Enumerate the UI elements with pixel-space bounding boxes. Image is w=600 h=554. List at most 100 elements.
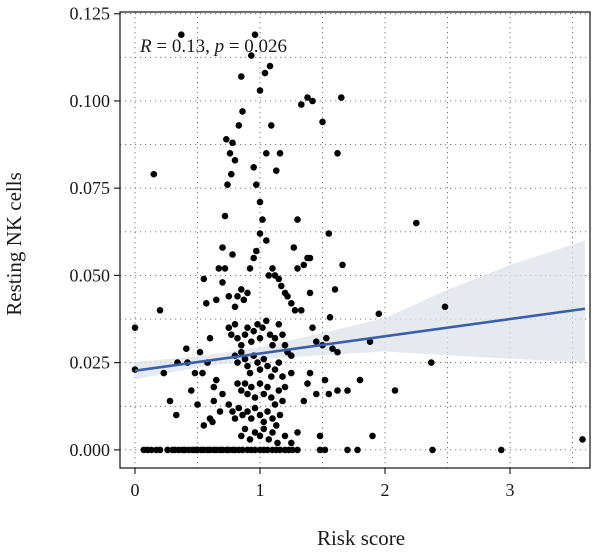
data-point bbox=[256, 334, 264, 342]
r-value: = 0.13, bbox=[152, 36, 215, 57]
confidence-band bbox=[135, 240, 585, 380]
data-point bbox=[271, 366, 279, 373]
data-point bbox=[304, 94, 311, 101]
data-point bbox=[131, 324, 139, 332]
data-point bbox=[273, 422, 280, 429]
data-point bbox=[266, 331, 274, 339]
data-point bbox=[289, 446, 296, 454]
data-point bbox=[266, 62, 274, 70]
data-points bbox=[131, 31, 586, 454]
data-point bbox=[316, 432, 324, 440]
x-axis-title: Risk score bbox=[317, 526, 405, 550]
data-point bbox=[150, 170, 158, 178]
data-point bbox=[238, 432, 245, 440]
data-point bbox=[271, 334, 279, 342]
y-axis-title: Resting NK cells bbox=[2, 172, 26, 315]
data-point bbox=[219, 279, 226, 286]
data-point bbox=[241, 425, 249, 433]
data-point bbox=[244, 408, 251, 415]
data-point bbox=[194, 446, 201, 454]
data-point bbox=[183, 345, 190, 353]
data-point bbox=[156, 307, 164, 314]
data-point bbox=[240, 296, 248, 304]
data-point bbox=[256, 366, 264, 373]
data-point bbox=[264, 408, 271, 415]
data-point bbox=[276, 411, 284, 419]
data-point bbox=[235, 122, 243, 129]
data-point bbox=[369, 432, 376, 440]
data-point bbox=[269, 265, 276, 272]
data-point bbox=[234, 359, 241, 366]
data-point bbox=[309, 324, 316, 332]
data-point bbox=[254, 359, 261, 366]
data-point bbox=[238, 341, 245, 349]
data-point bbox=[256, 411, 264, 419]
data-point bbox=[264, 362, 271, 370]
data-point bbox=[356, 376, 364, 384]
data-point bbox=[231, 415, 239, 422]
data-point bbox=[252, 181, 260, 188]
y-axis-ticks: 0.000 0.025 0.050 0.075 0.100 0.125 bbox=[70, 4, 120, 460]
data-point bbox=[265, 436, 273, 443]
data-point bbox=[331, 286, 339, 293]
data-point bbox=[210, 397, 218, 405]
data-point bbox=[306, 254, 314, 262]
data-point bbox=[278, 282, 285, 290]
data-point bbox=[291, 307, 299, 314]
data-point bbox=[256, 87, 264, 94]
data-point bbox=[252, 247, 260, 255]
data-point bbox=[229, 139, 236, 147]
data-point bbox=[275, 387, 283, 394]
data-point bbox=[225, 324, 233, 332]
data-point bbox=[254, 321, 261, 328]
data-point bbox=[338, 94, 345, 101]
data-point bbox=[223, 136, 230, 143]
data-point bbox=[200, 422, 208, 429]
data-point bbox=[321, 376, 329, 384]
data-point bbox=[274, 439, 281, 447]
data-point bbox=[239, 446, 246, 454]
data-point bbox=[234, 334, 241, 342]
data-point bbox=[284, 293, 291, 300]
data-point bbox=[281, 432, 289, 440]
data-point bbox=[294, 446, 301, 454]
data-point bbox=[248, 383, 255, 391]
data-point bbox=[260, 425, 268, 433]
data-point bbox=[264, 383, 271, 391]
data-point bbox=[298, 101, 305, 108]
data-point bbox=[238, 348, 245, 356]
data-point bbox=[288, 300, 295, 307]
data-point bbox=[329, 345, 336, 353]
data-point bbox=[216, 408, 224, 415]
data-point bbox=[294, 429, 301, 436]
data-point bbox=[250, 254, 257, 262]
data-point bbox=[300, 261, 308, 269]
data-point bbox=[279, 331, 286, 339]
data-point bbox=[248, 338, 255, 346]
data-point bbox=[199, 369, 206, 377]
data-point bbox=[339, 261, 346, 269]
data-point bbox=[256, 432, 264, 440]
data-point bbox=[319, 118, 326, 126]
data-point bbox=[246, 436, 254, 443]
data-point bbox=[194, 401, 201, 408]
data-point bbox=[281, 383, 289, 391]
data-point bbox=[234, 380, 241, 387]
data-point bbox=[260, 355, 268, 363]
data-point bbox=[226, 150, 234, 157]
data-point bbox=[213, 296, 220, 304]
data-point bbox=[251, 394, 259, 401]
data-point bbox=[238, 286, 245, 293]
data-point bbox=[228, 331, 235, 339]
data-point bbox=[244, 324, 251, 332]
data-point bbox=[234, 293, 241, 300]
data-point bbox=[238, 73, 245, 80]
data-point bbox=[248, 52, 255, 59]
data-point bbox=[298, 307, 305, 314]
data-point bbox=[235, 404, 243, 412]
data-point bbox=[413, 219, 420, 227]
data-point bbox=[334, 387, 341, 394]
data-point bbox=[241, 380, 249, 387]
data-point bbox=[188, 387, 195, 394]
